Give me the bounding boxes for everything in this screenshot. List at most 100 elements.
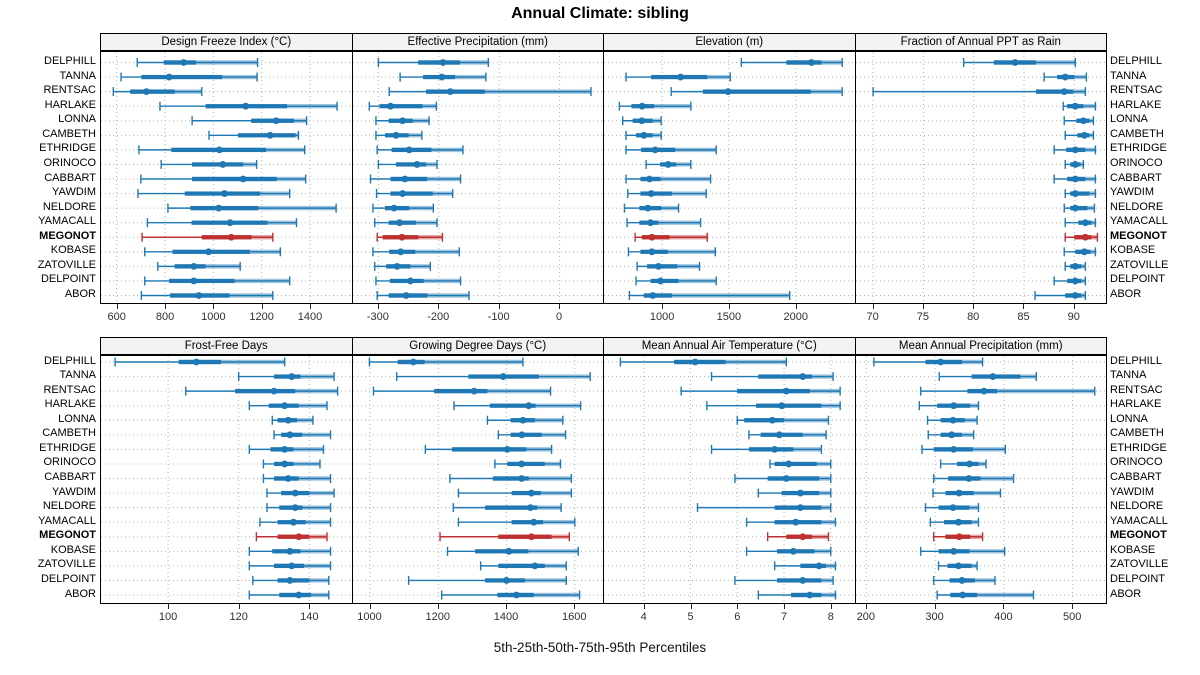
axis-tick [238,604,240,609]
median-dot-harlake [1071,102,1079,110]
site-label-right-delphill: DELPHILL [1110,55,1162,67]
axis-tick [662,304,664,309]
site-label-right-kobase: KOBASE [1110,244,1156,257]
site-label-right-lonna: LONNA [1110,113,1148,126]
panel-effective-precipitation-mm [351,50,604,304]
whisker-row-neldore [266,502,332,512]
whisker-row-delphill [368,357,524,366]
median-dot-zatoville [288,561,296,569]
axis-tick-label: 1500 [716,311,742,323]
axis-tick [438,304,440,309]
whisker-row-lonna [486,415,564,425]
axis-tick [498,304,500,309]
whisker-row-yamacall [1064,217,1096,227]
site-label-right-zatoville: ZATOVILLE [1110,558,1169,571]
panel-canvas-elevation-m [604,51,855,303]
strip-header-growing-degree-days-c: Growing Degree Days (°C) [351,337,604,355]
median-dot-yamacall [226,218,234,226]
axis-tick [934,604,936,609]
median-dot-delphill [180,58,188,66]
median-dot-neldore [291,503,299,511]
median-dot-delphill [439,58,446,66]
site-label-left-lonna: LONNA [58,412,96,425]
median-dot-rentsac [470,387,478,395]
whisker-row-neldore [167,203,337,213]
whisker-row-tanna [398,72,487,82]
whisker-row-tanna [120,72,258,82]
site-label-right-megonot: MEGONOT [1110,229,1167,242]
median-dot-kobase [1080,247,1088,255]
whisker-row-harlake [1062,101,1096,111]
axis-tick [1073,304,1075,309]
whisker-row-orinoco [645,159,692,169]
panel-canvas-frost-free-days [101,355,352,603]
median-dot-lonna [768,416,776,424]
whisker-row-orinoco [769,458,832,468]
whisker-row-kobase [919,546,1005,556]
median-dot-abor [1071,291,1079,299]
whisker-row-ethridge [625,144,717,154]
axis-tick-label: 2000 [783,311,808,323]
whisker-row-abor [440,590,580,599]
site-label-right-rentsac: RENTSAC [1110,383,1163,396]
median-dot-cambeth [1080,131,1088,139]
median-dot-yawdim [527,489,535,496]
axis-tick [165,304,167,309]
median-dot-orinoco [517,460,525,467]
panel-mean-annual-precipitation-mm [854,354,1107,604]
axis-tick [261,304,263,309]
median-dot-tanna [165,73,173,80]
whisker-row-tanna [238,371,335,381]
axis-tick-label: 1000 [357,611,382,623]
whisker-row-cambeth [1064,130,1094,140]
whisker-row-neldore [452,502,562,512]
median-dot-rentsac [724,87,732,95]
whisker-row-orinoco [939,458,987,468]
site-label-left-kobase: KOBASE [50,543,96,556]
median-dot-harlake [524,401,532,409]
median-dot-delpoint [1071,277,1079,284]
site-label-left-cabbart: CABBART [44,171,96,184]
axis-tick-label: 85 [1017,311,1030,323]
whisker-row-yamacall [929,517,979,527]
median-dot-delpoint [799,576,807,584]
whisker-row-ethridge [920,444,1006,454]
axis-tick [795,304,797,309]
whisker-row-kobase [371,246,460,256]
median-dot-cambeth [286,430,294,438]
axis-tick-label: 1000 [201,311,226,323]
median-dot-harlake [638,102,646,110]
median-dot-megonot [527,532,535,540]
median-dot-yawdim [647,189,655,197]
strip-title: Mean Annual Air Temperature (°C) [641,339,817,352]
site-label-left-abor: ABOR [64,587,96,600]
whisker-row-zatoville [479,560,567,570]
axis-tick [1003,604,1005,609]
axis-tick-label: 1600 [562,611,587,623]
whisker-row-lonna [622,115,662,125]
axis-tick-label: 75 [916,311,930,323]
median-dot-rentsac [980,387,987,395]
whisker-row-zatoville [773,560,837,570]
whisker-row-kobase [144,246,281,256]
whisker-row-yawdim [1064,188,1096,198]
median-dot-ethridge [651,145,659,153]
median-dot-yamacall [647,218,654,226]
axis-tick [377,304,379,309]
median-dot-megonot [799,532,807,540]
axis-tick-label: 1000 [649,311,675,323]
median-dot-rentsac [1060,87,1068,95]
whisker-row-yamacall [745,517,837,527]
site-label-right-kobase: KOBASE [1110,543,1156,556]
strip-header-fraction-of-annual-ppt-as-rain: Fraction of Annual PPT as Rain [854,33,1107,51]
median-dot-lonna [519,416,526,424]
axis-tick-label: 800 [155,311,175,323]
median-dot-lonna [272,116,280,124]
panel-canvas-fraction-of-annual-ppt-as-rain [855,51,1106,303]
whisker-row-yamacall [146,217,298,227]
axis-tick-label: -200 [427,311,450,323]
median-dot-abor [512,591,520,598]
axis-tick-label: 80 [967,311,980,323]
axis-tick-label: -100 [487,311,510,323]
